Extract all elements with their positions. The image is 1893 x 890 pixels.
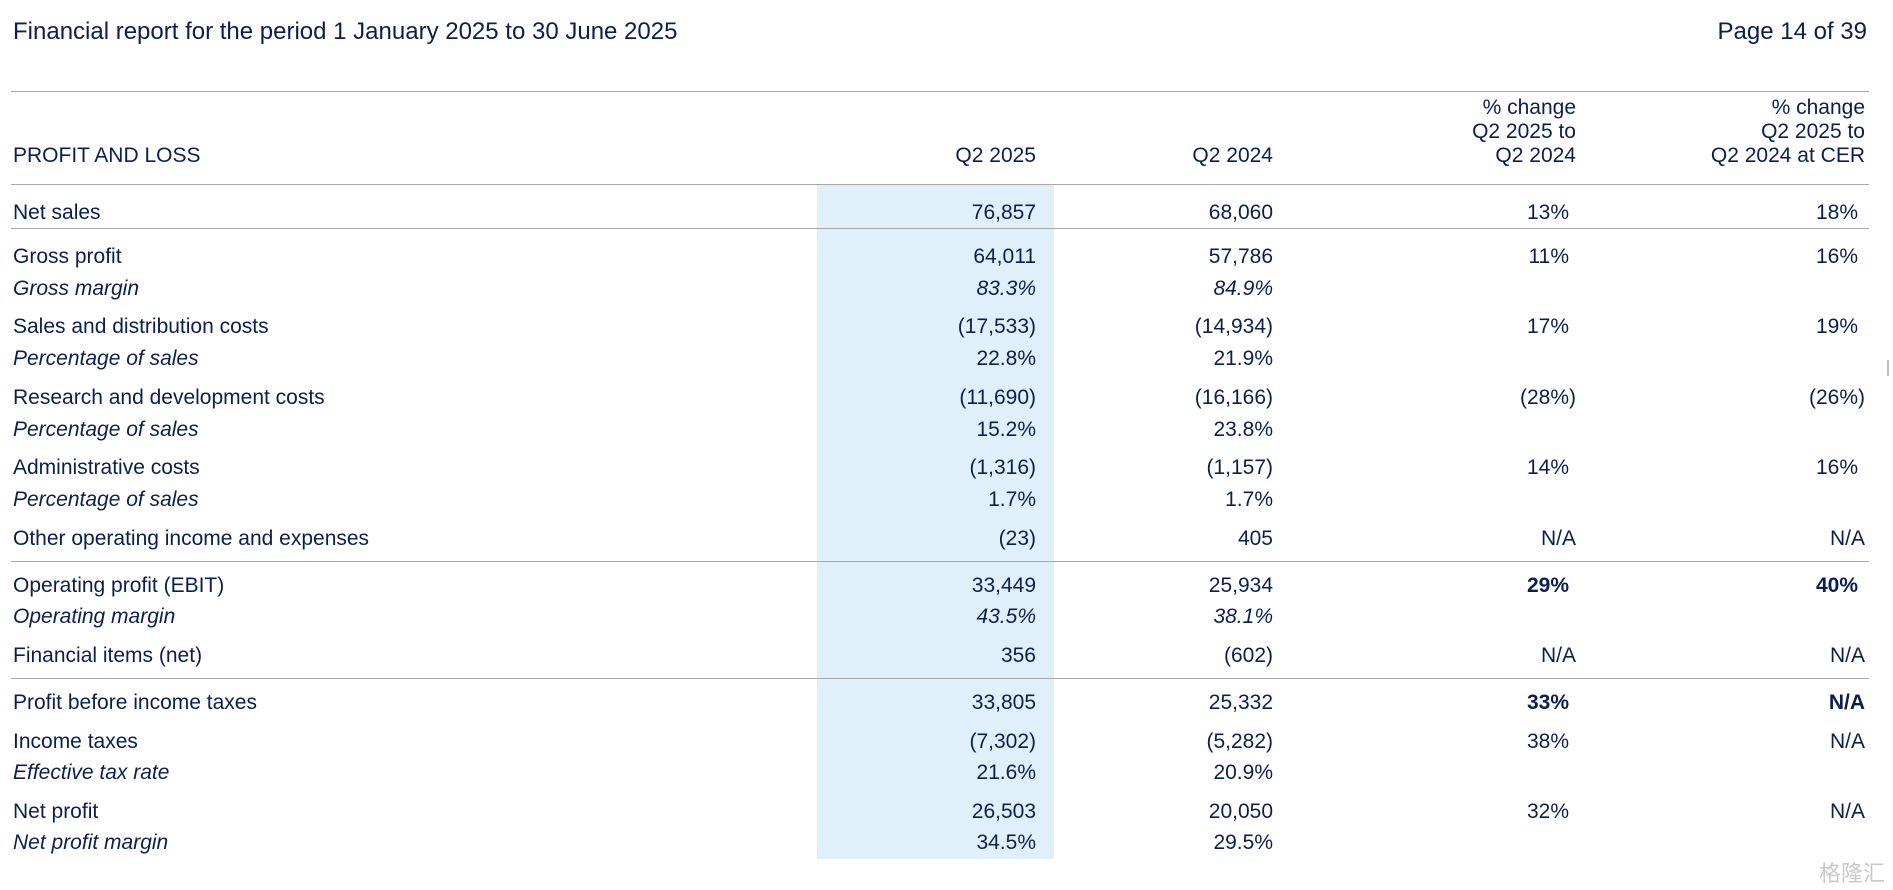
row-label: Net profit — [13, 800, 99, 823]
value-q2-2024: 29.5% — [1213, 831, 1273, 854]
row-label: Percentage of sales — [13, 488, 199, 511]
value-q2-2025: 34.5% — [976, 831, 1036, 854]
value-q2-2024: (602) — [1223, 644, 1273, 667]
column-header-change: % change Q2 2025 to Q2 2024 — [1472, 96, 1576, 167]
report-title: Financial report for the period 1 Januar… — [13, 18, 678, 45]
section-label: PROFIT AND LOSS — [13, 144, 201, 167]
value-q2-2025: (7,302) — [969, 730, 1036, 753]
value-change: 14% — [1526, 456, 1569, 479]
value-q2-2024: 1.7% — [1225, 488, 1273, 511]
current-quarter-highlight — [817, 185, 1054, 859]
value-q2-2025: 64,011 — [973, 245, 1036, 268]
value-change-cer: N/A — [1829, 800, 1865, 823]
watermark-logo: 格隆汇 — [1818, 861, 1885, 886]
value-q2-2024: 38.1% — [1213, 605, 1273, 628]
row-label: Profit before income taxes — [13, 691, 257, 714]
value-q2-2025: 22.8% — [976, 347, 1036, 370]
row-divider — [11, 228, 1869, 229]
row-label: Operating margin — [13, 605, 176, 628]
row-label: Other operating income and expenses — [13, 527, 370, 550]
value-q2-2024: (16,166) — [1194, 386, 1273, 409]
value-change-cer: (26%) — [1808, 386, 1865, 409]
value-change-cer: N/A — [1829, 644, 1865, 667]
value-q2-2025: 76,857 — [971, 201, 1036, 224]
row-divider — [11, 561, 1869, 562]
value-q2-2025: 21.6% — [976, 761, 1036, 784]
column-header-q2-2025: Q2 2025 — [955, 144, 1036, 167]
header-bottom-rule — [11, 184, 1869, 185]
value-change-cer: N/A — [1829, 730, 1865, 753]
row-label: Effective tax rate — [13, 761, 170, 784]
value-q2-2024: 23.8% — [1213, 418, 1273, 441]
row-label: Income taxes — [13, 730, 138, 753]
value-q2-2024: 20.9% — [1213, 761, 1273, 784]
row-label: Gross profit — [13, 245, 122, 268]
value-change: N/A — [1540, 527, 1576, 550]
value-q2-2025: (1,316) — [969, 456, 1036, 479]
value-change-cer: 19% — [1815, 315, 1858, 338]
value-q2-2025: 33,449 — [971, 574, 1036, 597]
value-change: 17% — [1526, 315, 1569, 338]
row-label: Sales and distribution costs — [13, 315, 269, 338]
value-change: (28%) — [1519, 386, 1576, 409]
row-label: Research and development costs — [13, 386, 325, 409]
value-q2-2025: 1.7% — [988, 488, 1036, 511]
value-change: 38% — [1526, 730, 1569, 753]
value-change-cer: 18% — [1815, 201, 1858, 224]
row-label: Operating profit (EBIT) — [13, 574, 225, 597]
row-divider — [11, 678, 1869, 679]
value-change: 33% — [1526, 691, 1569, 714]
value-q2-2024: 68,060 — [1208, 201, 1273, 224]
value-q2-2024: (14,934) — [1194, 315, 1273, 338]
page-edge-marker — [1887, 360, 1893, 376]
value-q2-2025: 356 — [1000, 644, 1036, 667]
row-label: Administrative costs — [13, 456, 200, 479]
column-header-change-cer: % change Q2 2025 to Q2 2024 at CER — [1710, 96, 1865, 167]
row-label: Percentage of sales — [13, 418, 199, 441]
row-label: Net profit margin — [13, 831, 169, 854]
value-change: N/A — [1540, 644, 1576, 667]
value-q2-2025: 43.5% — [976, 605, 1036, 628]
value-q2-2025: (23) — [998, 527, 1036, 550]
value-q2-2024: (5,282) — [1206, 730, 1273, 753]
row-label: Financial items (net) — [13, 644, 203, 667]
value-q2-2024: (1,157) — [1206, 456, 1273, 479]
value-change: 11% — [1528, 245, 1569, 268]
value-q2-2024: 57,786 — [1208, 245, 1273, 268]
value-q2-2025: (17,533) — [957, 315, 1036, 338]
value-change: 29% — [1526, 574, 1569, 597]
value-change-cer: N/A — [1829, 527, 1865, 550]
value-q2-2025: 15.2% — [976, 418, 1036, 441]
value-change-cer: N/A — [1828, 691, 1865, 714]
value-q2-2025: 33,805 — [971, 691, 1036, 714]
value-q2-2024: 25,934 — [1208, 574, 1273, 597]
value-change: 13% — [1526, 201, 1569, 224]
value-q2-2025: 83.3% — [976, 277, 1036, 300]
page-number: Page 14 of 39 — [1717, 18, 1867, 45]
value-change-cer: 16% — [1815, 456, 1858, 479]
value-q2-2025: 26,503 — [971, 800, 1036, 823]
value-change-cer: 40% — [1815, 574, 1858, 597]
row-label: Percentage of sales — [13, 347, 199, 370]
row-label: Net sales — [13, 201, 101, 224]
value-q2-2024: 25,332 — [1208, 691, 1273, 714]
table-top-rule — [11, 91, 1869, 92]
value-change-cer: 16% — [1815, 245, 1858, 268]
value-q2-2024: 84.9% — [1213, 277, 1273, 300]
column-header-q2-2024: Q2 2024 — [1192, 144, 1273, 167]
value-change: 32% — [1526, 800, 1569, 823]
value-q2-2024: 405 — [1237, 527, 1273, 550]
value-q2-2024: 21.9% — [1213, 347, 1273, 370]
value-q2-2024: 20,050 — [1208, 800, 1273, 823]
row-label: Gross margin — [13, 277, 140, 300]
value-q2-2025: (11,690) — [959, 386, 1036, 409]
